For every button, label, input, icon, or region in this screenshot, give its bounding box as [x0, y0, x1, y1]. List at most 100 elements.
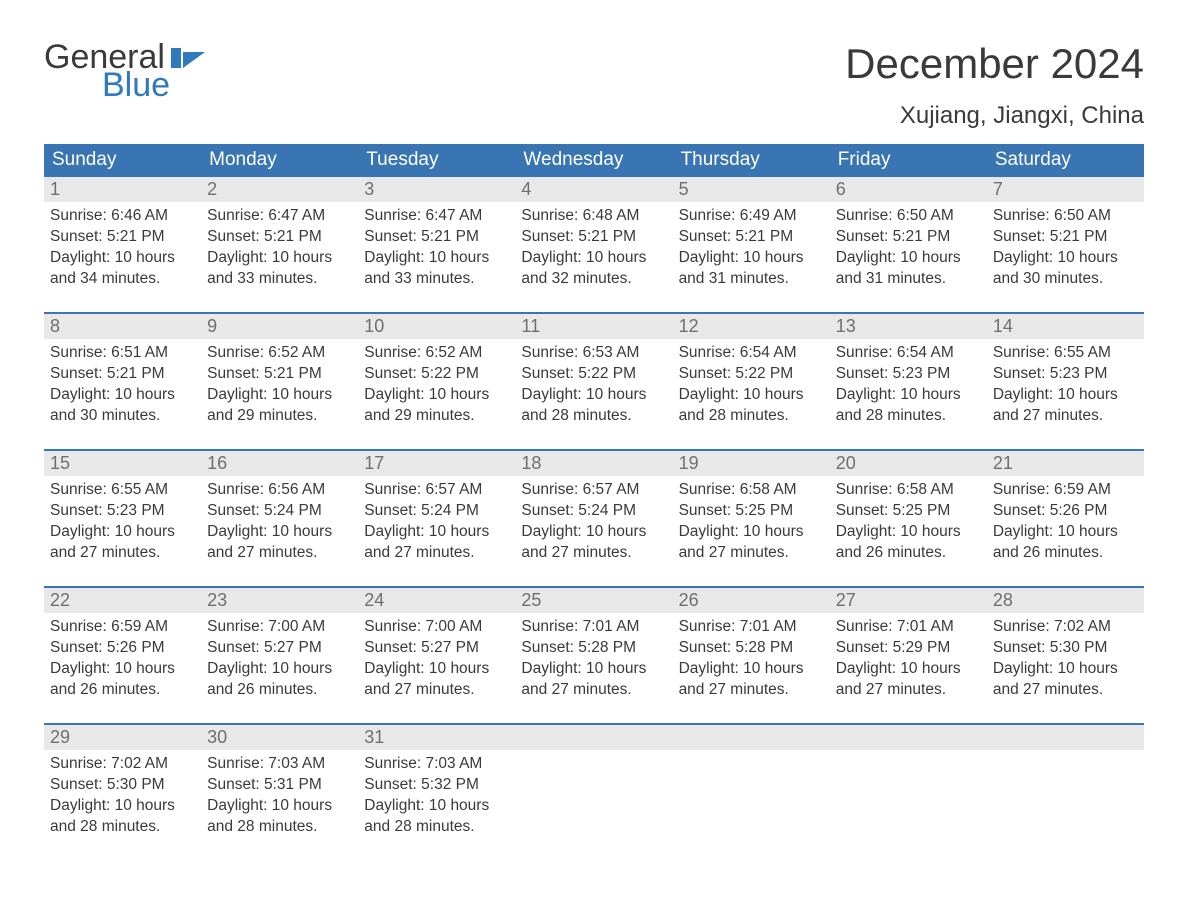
day-body: Sunrise: 6:46 AMSunset: 5:21 PMDaylight:…: [44, 202, 201, 298]
sunrise-line: Sunrise: 6:57 AM: [364, 480, 509, 501]
day-cell: 19Sunrise: 6:58 AMSunset: 5:25 PMDayligh…: [673, 451, 830, 572]
day-body: Sunrise: 6:53 AMSunset: 5:22 PMDaylight:…: [515, 339, 672, 435]
sunset-line: Sunset: 5:25 PM: [679, 501, 824, 522]
sunrise-line: Sunrise: 7:00 AM: [207, 617, 352, 638]
weekday-header: SundayMondayTuesdayWednesdayThursdayFrid…: [44, 144, 1144, 177]
day-cell: [830, 725, 987, 846]
day-number: [987, 725, 1144, 750]
day-number: 26: [673, 588, 830, 613]
sunset-line: Sunset: 5:31 PM: [207, 775, 352, 796]
day-number: 21: [987, 451, 1144, 476]
day-number: 2: [201, 177, 358, 202]
daylight-line-1: Daylight: 10 hours: [521, 522, 666, 543]
daylight-line-2: and 30 minutes.: [50, 406, 195, 427]
sunset-line: Sunset: 5:24 PM: [207, 501, 352, 522]
title-block: December 2024 Xujiang, Jiangxi, China: [845, 40, 1144, 130]
header-row: General Blue December 2024 Xujiang, Jian…: [44, 40, 1144, 130]
weekday-header-cell: Monday: [201, 144, 358, 177]
sunset-line: Sunset: 5:28 PM: [679, 638, 824, 659]
day-number: [673, 725, 830, 750]
day-cell: 20Sunrise: 6:58 AMSunset: 5:25 PMDayligh…: [830, 451, 987, 572]
day-body: Sunrise: 7:03 AMSunset: 5:32 PMDaylight:…: [358, 750, 515, 846]
day-body: Sunrise: 6:48 AMSunset: 5:21 PMDaylight:…: [515, 202, 672, 298]
week-row: 15Sunrise: 6:55 AMSunset: 5:23 PMDayligh…: [44, 449, 1144, 572]
daylight-line-2: and 29 minutes.: [207, 406, 352, 427]
sunrise-line: Sunrise: 7:03 AM: [364, 754, 509, 775]
sunset-line: Sunset: 5:21 PM: [993, 227, 1138, 248]
day-body: Sunrise: 6:59 AMSunset: 5:26 PMDaylight:…: [44, 613, 201, 709]
day-number: 1: [44, 177, 201, 202]
daylight-line-2: and 28 minutes.: [521, 406, 666, 427]
day-body: Sunrise: 6:57 AMSunset: 5:24 PMDaylight:…: [515, 476, 672, 572]
sunrise-line: Sunrise: 7:00 AM: [364, 617, 509, 638]
day-cell: 28Sunrise: 7:02 AMSunset: 5:30 PMDayligh…: [987, 588, 1144, 709]
sunset-line: Sunset: 5:24 PM: [364, 501, 509, 522]
day-number: [515, 725, 672, 750]
day-body: Sunrise: 6:50 AMSunset: 5:21 PMDaylight:…: [830, 202, 987, 298]
day-cell: 8Sunrise: 6:51 AMSunset: 5:21 PMDaylight…: [44, 314, 201, 435]
daylight-line-2: and 27 minutes.: [679, 543, 824, 564]
day-cell: 3Sunrise: 6:47 AMSunset: 5:21 PMDaylight…: [358, 177, 515, 298]
day-number: 16: [201, 451, 358, 476]
daylight-line-2: and 26 minutes.: [207, 680, 352, 701]
daylight-line-2: and 28 minutes.: [207, 817, 352, 838]
day-cell: 15Sunrise: 6:55 AMSunset: 5:23 PMDayligh…: [44, 451, 201, 572]
day-number: 20: [830, 451, 987, 476]
day-cell: 26Sunrise: 7:01 AMSunset: 5:28 PMDayligh…: [673, 588, 830, 709]
daylight-line-1: Daylight: 10 hours: [207, 659, 352, 680]
daylight-line-2: and 28 minutes.: [679, 406, 824, 427]
sunset-line: Sunset: 5:28 PM: [521, 638, 666, 659]
page-title: December 2024: [845, 40, 1144, 88]
day-body: Sunrise: 6:57 AMSunset: 5:24 PMDaylight:…: [358, 476, 515, 572]
daylight-line-1: Daylight: 10 hours: [521, 659, 666, 680]
day-number: 29: [44, 725, 201, 750]
day-cell: 10Sunrise: 6:52 AMSunset: 5:22 PMDayligh…: [358, 314, 515, 435]
day-cell: 14Sunrise: 6:55 AMSunset: 5:23 PMDayligh…: [987, 314, 1144, 435]
day-number: 27: [830, 588, 987, 613]
day-cell: 16Sunrise: 6:56 AMSunset: 5:24 PMDayligh…: [201, 451, 358, 572]
daylight-line-1: Daylight: 10 hours: [836, 385, 981, 406]
weekday-header-cell: Sunday: [44, 144, 201, 177]
week-row: 1Sunrise: 6:46 AMSunset: 5:21 PMDaylight…: [44, 177, 1144, 298]
day-cell: [987, 725, 1144, 846]
sunrise-line: Sunrise: 6:48 AM: [521, 206, 666, 227]
day-cell: 2Sunrise: 6:47 AMSunset: 5:21 PMDaylight…: [201, 177, 358, 298]
day-body: Sunrise: 6:47 AMSunset: 5:21 PMDaylight:…: [358, 202, 515, 298]
day-number: 8: [44, 314, 201, 339]
day-body: Sunrise: 7:01 AMSunset: 5:28 PMDaylight:…: [673, 613, 830, 709]
daylight-line-1: Daylight: 10 hours: [364, 248, 509, 269]
sunrise-line: Sunrise: 6:56 AM: [207, 480, 352, 501]
sunrise-line: Sunrise: 6:58 AM: [836, 480, 981, 501]
daylight-line-1: Daylight: 10 hours: [207, 522, 352, 543]
daylight-line-2: and 28 minutes.: [50, 817, 195, 838]
day-number: 18: [515, 451, 672, 476]
sunrise-line: Sunrise: 6:53 AM: [521, 343, 666, 364]
sunrise-line: Sunrise: 7:02 AM: [50, 754, 195, 775]
sunset-line: Sunset: 5:22 PM: [521, 364, 666, 385]
day-body: Sunrise: 6:56 AMSunset: 5:24 PMDaylight:…: [201, 476, 358, 572]
daylight-line-1: Daylight: 10 hours: [50, 385, 195, 406]
day-number: 11: [515, 314, 672, 339]
sunset-line: Sunset: 5:23 PM: [993, 364, 1138, 385]
day-number: 10: [358, 314, 515, 339]
daylight-line-1: Daylight: 10 hours: [993, 659, 1138, 680]
sunrise-line: Sunrise: 6:59 AM: [50, 617, 195, 638]
weekday-header-cell: Thursday: [673, 144, 830, 177]
sunrise-line: Sunrise: 6:51 AM: [50, 343, 195, 364]
sunrise-line: Sunrise: 7:01 AM: [836, 617, 981, 638]
day-number: 9: [201, 314, 358, 339]
daylight-line-2: and 34 minutes.: [50, 269, 195, 290]
day-number: 25: [515, 588, 672, 613]
daylight-line-2: and 29 minutes.: [364, 406, 509, 427]
day-number: [830, 725, 987, 750]
daylight-line-1: Daylight: 10 hours: [207, 248, 352, 269]
sunrise-line: Sunrise: 6:52 AM: [364, 343, 509, 364]
day-body: Sunrise: 6:58 AMSunset: 5:25 PMDaylight:…: [830, 476, 987, 572]
sunrise-line: Sunrise: 6:54 AM: [679, 343, 824, 364]
day-body: Sunrise: 7:02 AMSunset: 5:30 PMDaylight:…: [987, 613, 1144, 709]
daylight-line-1: Daylight: 10 hours: [50, 522, 195, 543]
sunset-line: Sunset: 5:30 PM: [993, 638, 1138, 659]
day-number: 15: [44, 451, 201, 476]
daylight-line-2: and 30 minutes.: [993, 269, 1138, 290]
sunset-line: Sunset: 5:32 PM: [364, 775, 509, 796]
